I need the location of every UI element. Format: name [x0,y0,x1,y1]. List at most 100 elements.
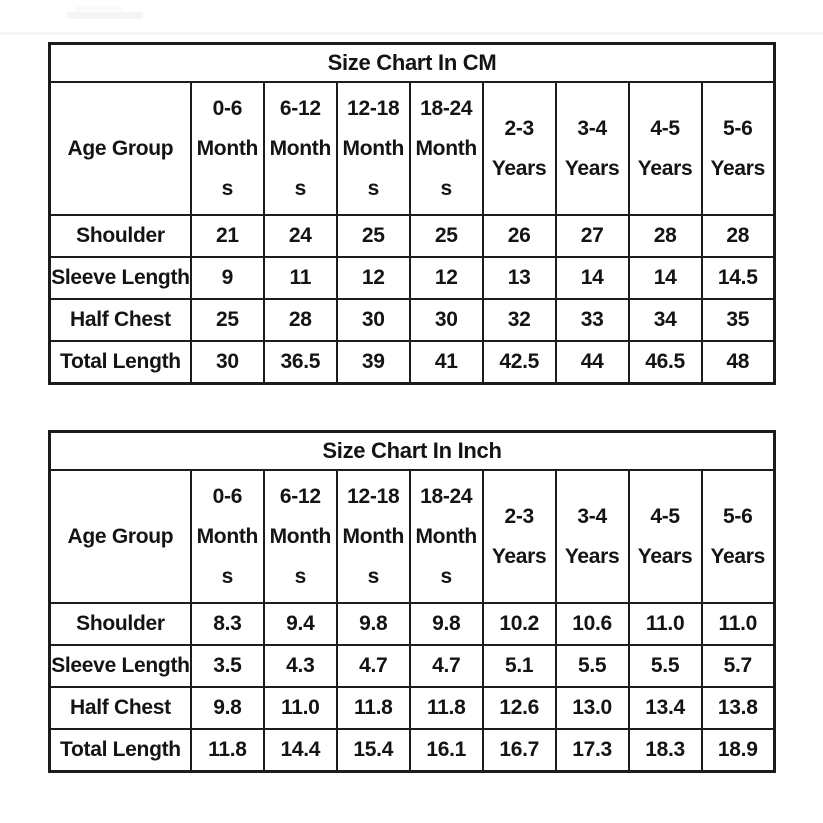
size-value: 28 [627,214,703,258]
age-column-header: 4-5 Years [627,469,703,604]
row-label: Half Chest [48,298,192,342]
size-value: 4.3 [262,644,338,688]
size-value: 44 [554,340,630,385]
size-value: 4.7 [408,644,484,688]
row-label: Half Chest [48,686,192,730]
size-value: 11.8 [335,686,411,730]
table-row: Sleeve Length 3.5 4.3 4.7 4.7 5.1 5.5 5.… [48,644,776,688]
table-title-row: Size Chart In Inch [48,430,776,471]
size-value: 26 [481,214,557,258]
age-column-header: 5-6 Years [700,469,776,604]
table-row: Sleeve Length 9 11 12 12 13 14 14 14.5 [48,256,776,300]
size-value: 14 [554,256,630,300]
size-value: 3.5 [189,644,265,688]
size-value: 18.3 [627,728,703,773]
size-value: 14.5 [700,256,776,300]
age-column-header: 3-4 Years [554,81,630,216]
size-value: 42.5 [481,340,557,385]
size-chart-inch-table: Size Chart In Inch Age Group 0-6 Month s… [48,430,776,773]
size-value: 5.5 [554,644,630,688]
age-column-header: 18-24 Month s [408,81,484,216]
size-value: 30 [189,340,265,385]
size-value: 9 [189,256,265,300]
age-column-header: 6-12 Month s [262,469,338,604]
size-value: 13 [481,256,557,300]
row-label: Shoulder [48,214,192,258]
row-label: Shoulder [48,602,192,646]
row-label: Total Length [48,340,192,385]
size-value: 17.3 [554,728,630,773]
size-value: 30 [335,298,411,342]
row-header-age-group: Age Group [48,81,192,216]
age-column-header: 0-6 Month s [189,469,265,604]
size-value: 5.5 [627,644,703,688]
size-value: 25 [335,214,411,258]
size-value: 13.4 [627,686,703,730]
row-label: Sleeve Length [48,644,192,688]
divider-line [0,32,823,35]
table-row: Total Length 11.8 14.4 15.4 16.1 16.7 17… [48,728,776,773]
table-title-row: Size Chart In CM [48,42,776,83]
age-column-header: 5-6 Years [700,81,776,216]
size-value: 18.9 [700,728,776,773]
age-column-header: 4-5 Years [627,81,703,216]
size-value: 9.4 [262,602,338,646]
size-value: 16.7 [481,728,557,773]
table-title: Size Chart In Inch [48,430,776,471]
watermark-bar [67,12,143,19]
table-title: Size Chart In CM [48,42,776,83]
table-row: Shoulder 8.3 9.4 9.8 9.8 10.2 10.6 11.0 … [48,602,776,646]
table-header-row: Age Group 0-6 Month s 6-12 Month s 12-18… [48,469,776,604]
size-value: 9.8 [189,686,265,730]
size-value: 5.1 [481,644,557,688]
size-value: 11.0 [627,602,703,646]
size-value: 32 [481,298,557,342]
size-value: 33 [554,298,630,342]
size-value: 16.1 [408,728,484,773]
size-value: 11.0 [700,602,776,646]
size-value: 21 [189,214,265,258]
age-column-header: 0-6 Month s [189,81,265,216]
size-value: 41 [408,340,484,385]
size-value: 14.4 [262,728,338,773]
size-value: 9.8 [335,602,411,646]
size-value: 8.3 [189,602,265,646]
size-value: 4.7 [335,644,411,688]
size-value: 27 [554,214,630,258]
size-value: 24 [262,214,338,258]
size-value: 35 [700,298,776,342]
size-value: 11 [262,256,338,300]
age-column-header: 2-3 Years [481,469,557,604]
size-value: 30 [408,298,484,342]
table-row: Shoulder 21 24 25 25 26 27 28 28 [48,214,776,258]
size-value: 5.7 [700,644,776,688]
size-value: 12 [408,256,484,300]
size-value: 11.8 [408,686,484,730]
table-row: Half Chest 25 28 30 30 32 33 34 35 [48,298,776,342]
size-value: 28 [700,214,776,258]
size-value: 14 [627,256,703,300]
size-value: 48 [700,340,776,385]
size-value: 9.8 [408,602,484,646]
age-column-header: 6-12 Month s [262,81,338,216]
row-header-age-group: Age Group [48,469,192,604]
age-column-header: 12-18 Month s [335,81,411,216]
size-value: 13.8 [700,686,776,730]
size-value: 15.4 [335,728,411,773]
size-value: 13.0 [554,686,630,730]
size-value: 46.5 [627,340,703,385]
table-row: Total Length 30 36.5 39 41 42.5 44 46.5 … [48,340,776,385]
age-column-header: 12-18 Month s [335,469,411,604]
table-row: Half Chest 9.8 11.0 11.8 11.8 12.6 13.0 … [48,686,776,730]
size-value: 36.5 [262,340,338,385]
table-header-row: Age Group 0-6 Month s 6-12 Month s 12-18… [48,81,776,216]
size-value: 25 [189,298,265,342]
age-column-header: 2-3 Years [481,81,557,216]
size-value: 10.6 [554,602,630,646]
size-value: 11.0 [262,686,338,730]
size-value: 25 [408,214,484,258]
size-value: 34 [627,298,703,342]
size-value: 28 [262,298,338,342]
size-value: 12.6 [481,686,557,730]
